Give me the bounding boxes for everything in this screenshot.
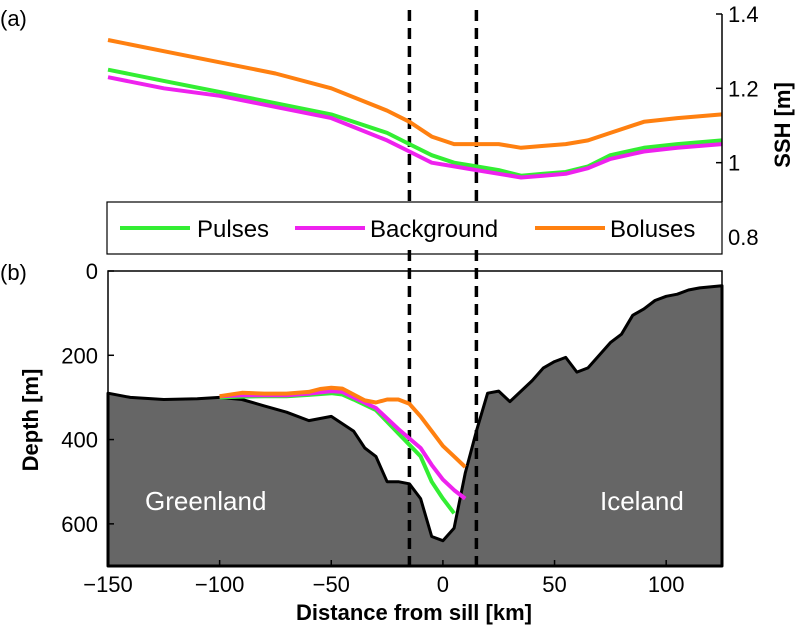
legend-label-boluses: Boluses xyxy=(610,216,695,243)
panel-b-series xyxy=(219,385,467,515)
panel-a-y-tick-label: 1.2 xyxy=(728,76,759,101)
interface-line-boluses xyxy=(219,385,467,469)
series-line-pulses xyxy=(107,67,723,178)
panel-b-x-tick-label: −150 xyxy=(83,572,133,597)
panel-a-y-tick-label: 1.4 xyxy=(728,2,759,27)
region-label-greenland: Greenland xyxy=(145,486,266,516)
panel-b: (b) 0 200 400 600 −150 −100 −50 0 50 100 Greenla… xyxy=(0,250,724,625)
panel-b-x-tick-label: −50 xyxy=(313,572,350,597)
panel-b-x-ticks: −150 −100 −50 0 50 100 xyxy=(83,560,685,597)
panel-a-y-tick-label: 0.8 xyxy=(728,225,759,250)
region-label-iceland: Iceland xyxy=(600,486,684,516)
panel-b-x-tick-label: 100 xyxy=(648,572,685,597)
panel-a-y-label: SSH [m] xyxy=(770,82,795,168)
panel-b-x-tick-label: −100 xyxy=(195,572,245,597)
panel-a-label: (a) xyxy=(0,6,27,31)
legend-box xyxy=(106,201,723,255)
panel-b-y-ticks: 0 200 400 600 xyxy=(61,259,114,537)
panel-a: (a) 0.8 1 1.2 1.4 SSH [m] Pulses Background… xyxy=(0,2,795,255)
panel-b-frame xyxy=(107,270,723,567)
panel-b-x-label: Distance from sill [km] xyxy=(296,600,532,625)
panel-b-x-tick-label: 0 xyxy=(437,572,449,597)
panel-b-y-label: Depth [m] xyxy=(18,369,43,472)
panel-a-series xyxy=(107,38,723,180)
panel-b-y-tick-label: 0 xyxy=(86,259,98,284)
panel-b-y-tick-label: 400 xyxy=(61,428,98,453)
panel-b-x-tick-label: 50 xyxy=(542,572,566,597)
panel-b-y-tick-label: 200 xyxy=(61,343,98,368)
legend-label-pulses: Pulses xyxy=(197,216,269,243)
series-line-boluses xyxy=(107,38,723,150)
legend-label-background: Background xyxy=(370,216,498,243)
panel-a-y-tick-label: 1 xyxy=(728,151,740,176)
panel-a-vlines xyxy=(407,10,479,202)
series-line-background xyxy=(107,75,723,180)
legend: Pulses Background Boluses xyxy=(106,201,723,255)
bathymetry-area xyxy=(106,284,724,568)
panel-a-y-ticks: 0.8 1 1.2 1.4 xyxy=(716,2,759,250)
panel-b-y-tick-label: 600 xyxy=(61,512,98,537)
panel-b-label: (b) xyxy=(0,260,27,285)
